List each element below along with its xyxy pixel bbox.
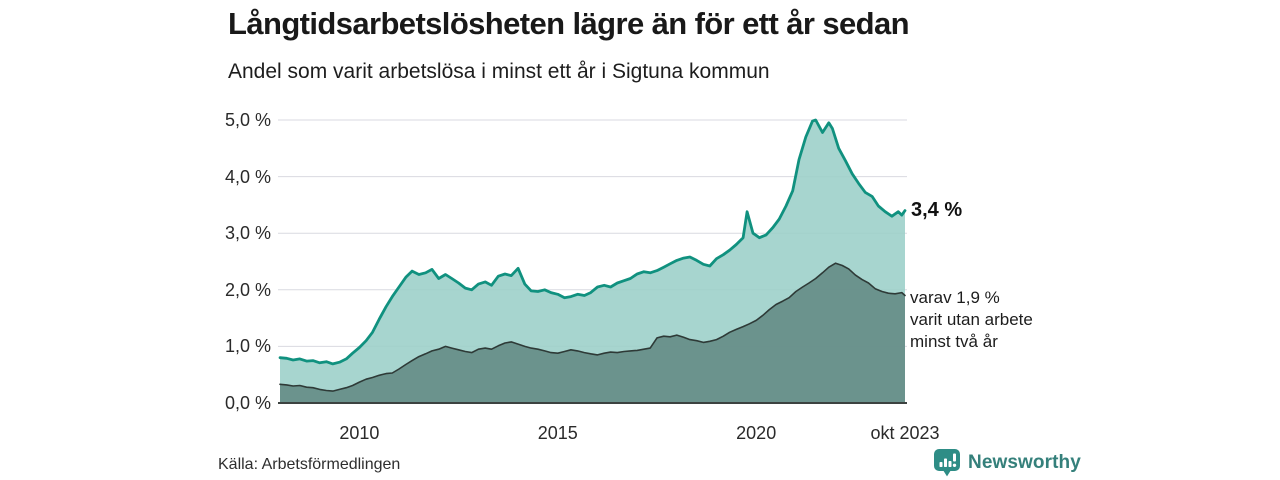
newsworthy-icon [934, 449, 960, 477]
y-tick-label: 1,0 % [224, 336, 271, 357]
source-note: Källa: Arbetsförmedlingen [218, 456, 401, 473]
breakdown-line-2: varit utan arbete [910, 310, 1033, 329]
breakdown-line-1: varav 1,9 % [910, 288, 1000, 307]
x-tick-label: 2020 [736, 423, 777, 443]
y-tick-label: 5,0 % [224, 110, 271, 130]
chart-subtitle: Andel som varit arbetslösa i minst ett å… [228, 60, 770, 83]
x-tick-label: 2015 [537, 423, 578, 443]
y-tick-label: 3,0 % [224, 223, 271, 244]
breakdown-line-3: minst två år [910, 332, 998, 351]
breakdown-value-label: varav 1,9 % varit utan arbete minst två … [910, 287, 1033, 353]
y-tick-label: 4,0 % [224, 166, 271, 187]
newsworthy-wordmark: Newsworthy [968, 452, 1081, 473]
newsworthy-logo: Newsworthy [933, 448, 1081, 478]
chart-title: Långtidsarbetslösheten lägre än för ett … [228, 6, 910, 41]
y-tick-label: 2,0 % [224, 279, 271, 300]
latest-total-value-label: 3,4 % [911, 199, 963, 221]
x-tick-label: 2010 [339, 423, 380, 443]
x-tick-label: okt 2023 [870, 423, 940, 443]
y-tick-label: 0,0 % [224, 393, 271, 413]
